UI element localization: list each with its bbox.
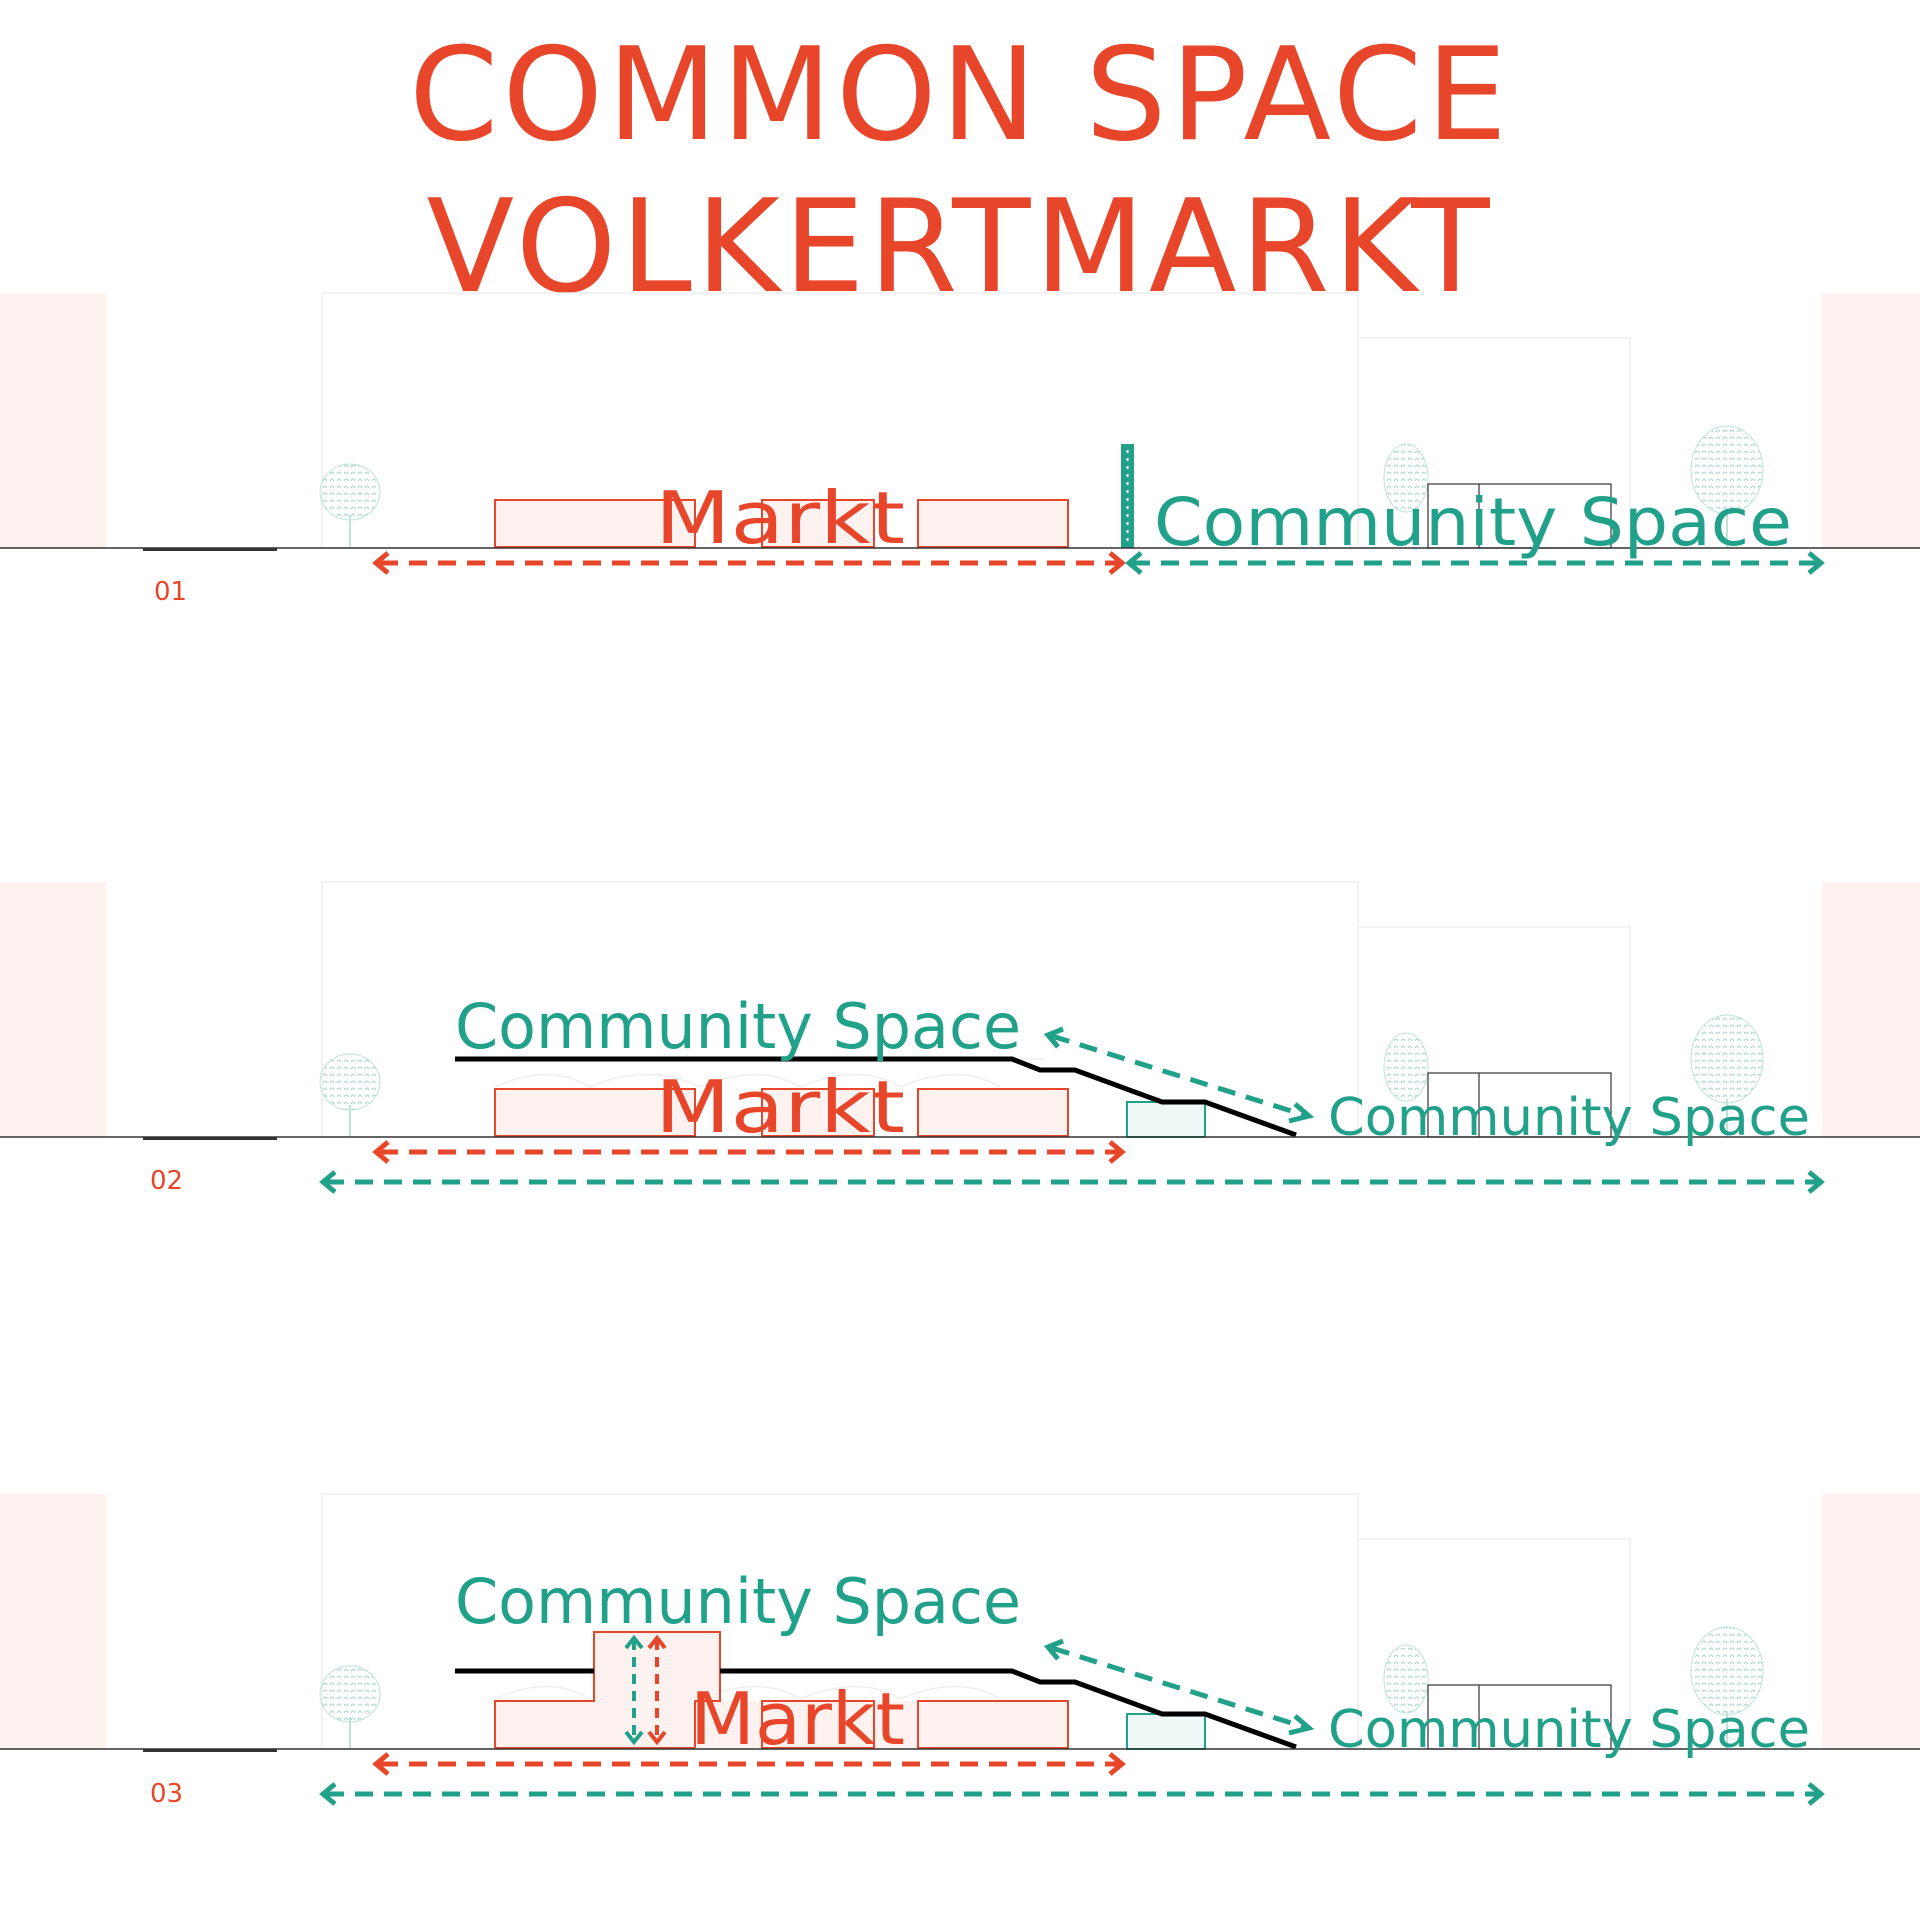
right-building [1822,293,1920,548]
ground-step [143,548,277,551]
roof-platform-line [720,1668,1297,1750]
partition-wall [1121,444,1134,548]
tree-icon [1690,1014,1764,1137]
section-number: 01 [154,577,187,607]
left-building [0,1494,106,1749]
markt-extent-arrow [372,551,1126,575]
community-space-lower-label: Community Space [1328,1700,1810,1760]
community-extent-arrow [319,1782,1825,1806]
community-extent-arrow [1125,551,1825,575]
tree-icon [319,463,381,548]
market-stalls [494,1631,1069,1749]
ground-step [143,1137,277,1140]
ramp-connection-arrow [1043,1026,1315,1124]
tree-icon [1690,425,1764,548]
market-stalls [494,499,1069,548]
community-space-label: Community Space [1154,484,1792,561]
markt-label: Markt [655,476,905,560]
roof-vaults [494,1685,1001,1700]
stair-entrance [1126,1101,1206,1138]
community-space-upper-label: Community Space [455,990,1021,1063]
tree-icon [1383,1644,1429,1714]
ramp-connection-arrow [1043,1638,1315,1736]
diagram-title: COMMON SPACE VOLKERTMARKT [0,20,1920,324]
markt-extent-arrow [372,1752,1126,1776]
roof-platform-line [455,1056,1297,1138]
markt-label: Markt [655,1065,905,1149]
left-building [0,882,106,1137]
markt-extent-arrow [372,1140,1126,1164]
title-line-1: COMMON SPACE [409,21,1511,170]
vertical-connection-arrows [624,1634,667,1746]
community-space-upper-label: Community Space [455,1565,1021,1638]
left-building [0,293,106,548]
stair-entrance [1126,1713,1206,1750]
right-building [1822,1494,1920,1749]
tree-icon [319,1053,381,1137]
community-space-lower-label: Community Space [1328,1088,1810,1148]
tree-icon [1690,1626,1764,1749]
ground-step [143,1749,277,1752]
tree-icon [1383,1032,1429,1102]
section-02: Markt Community Space Community Space 02 [0,881,1920,1196]
tree-icon [319,1665,381,1749]
market-stalls [494,1088,1069,1137]
right-building [1822,882,1920,1137]
title-line-2: VOLKERTMARKT [426,173,1494,322]
community-extent-arrow [319,1170,1825,1194]
section-number: 03 [150,1779,183,1809]
section-01: Markt Community Space 01 [0,292,1920,607]
markt-label: Markt [690,1677,905,1761]
tree-icon [1383,443,1429,513]
section-number: 02 [150,1166,183,1196]
section-03: Markt Community Space Community Space 03 [0,1493,1920,1809]
